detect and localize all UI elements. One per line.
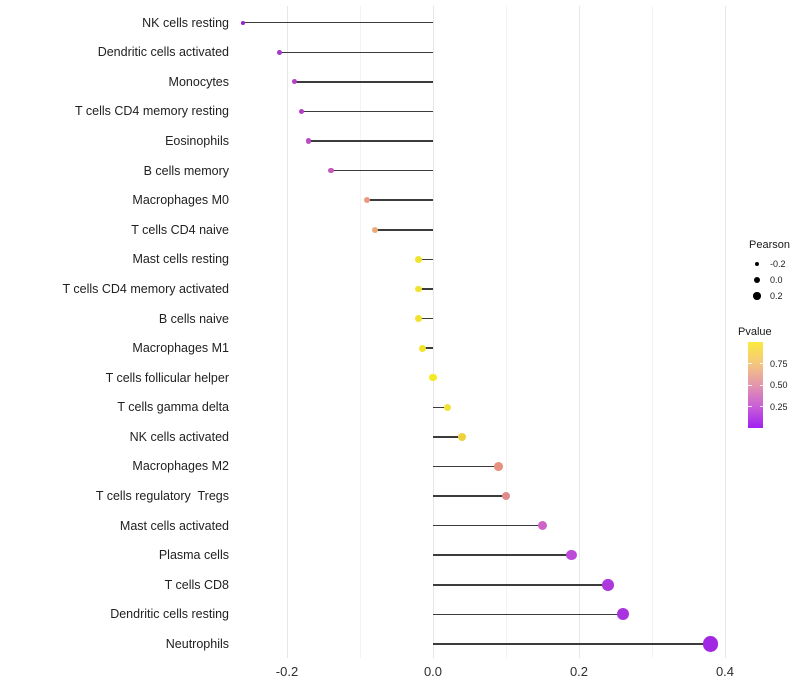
lollipop-dot xyxy=(277,49,283,55)
row-label: Dendritic cells resting xyxy=(110,607,229,622)
x-axis-tick-label: 0.2 xyxy=(569,664,589,679)
lollipop-stem xyxy=(422,347,433,349)
lollipop-dot xyxy=(443,403,452,412)
colorbar-tick xyxy=(748,384,752,386)
lollipop-stem xyxy=(418,258,433,261)
lollipop-stem xyxy=(433,465,499,468)
lollipop-stem xyxy=(418,288,433,290)
row-label: NK cells activated xyxy=(129,429,229,444)
colorbar-tick xyxy=(759,406,763,407)
lollipop-dot xyxy=(702,636,719,652)
row-label: T cells regulatory Tregs xyxy=(95,489,229,504)
lollipop-dot xyxy=(306,138,312,144)
lollipop-stem xyxy=(433,584,609,586)
row-label: NK cells resting xyxy=(142,15,229,30)
row-label: T cells CD4 memory resting xyxy=(75,104,229,119)
legend-size-key-label: -0.2 xyxy=(770,259,786,269)
lollipop-dot xyxy=(299,108,305,114)
lollipop-dot xyxy=(537,520,548,531)
lollipop-dot xyxy=(371,226,378,233)
gridline-major xyxy=(286,6,288,658)
lollipop-stem xyxy=(308,140,433,142)
row-label: T cells gamma delta xyxy=(117,400,229,415)
lollipop-stem xyxy=(433,406,448,409)
lollipop-stem xyxy=(367,199,433,201)
gridline-major xyxy=(578,6,580,658)
lollipop-stem xyxy=(330,169,433,172)
row-label: T cells follicular helper xyxy=(105,370,229,385)
row-label: Mast cells activated xyxy=(119,518,229,533)
row-label: T cells CD8 xyxy=(164,577,229,592)
lollipop-dot xyxy=(291,79,297,85)
lollipop-stem xyxy=(433,524,543,527)
legend-size-key-label: 0.0 xyxy=(770,275,783,285)
lollipop-dot xyxy=(458,432,467,441)
legend-size-key-label: 0.2 xyxy=(770,291,783,301)
lollipop-stem xyxy=(374,229,433,231)
lollipop-stem xyxy=(433,613,623,616)
row-label: B cells naive xyxy=(158,311,229,326)
row-label: Macrophages M1 xyxy=(132,341,229,356)
lollipop-stem xyxy=(279,51,433,54)
x-axis-tick-label: 0.0 xyxy=(423,664,443,679)
row-label: Plasma cells xyxy=(158,548,229,563)
row-label: Mast cells resting xyxy=(132,252,229,267)
row-label: T cells CD4 memory activated xyxy=(62,281,230,296)
colorbar-tick-label: 0.25 xyxy=(770,401,788,412)
lollipop-stem xyxy=(294,81,433,83)
legend-pvalue-title: Pvalue xyxy=(738,326,772,338)
gridline-minor xyxy=(505,6,507,658)
legend-size-key-dot xyxy=(753,292,761,300)
gridline-major xyxy=(724,6,726,658)
lollipop-dot xyxy=(241,20,246,25)
legend-pearson-title: Pearson xyxy=(749,239,790,251)
lollipop-dot xyxy=(414,255,422,263)
lollipop-dot xyxy=(418,344,426,352)
lollipop-stem xyxy=(301,110,433,113)
lollipop-stem xyxy=(433,436,463,438)
lollipop-dot xyxy=(501,491,511,501)
lollipop-dot xyxy=(364,197,371,204)
lollipop-stem xyxy=(418,317,433,320)
legend-size-key-dot xyxy=(755,262,759,266)
lollipop-dot xyxy=(328,167,334,174)
lollipop-dot xyxy=(602,579,614,591)
lollipop-stem xyxy=(433,643,711,645)
pvalue-colorbar xyxy=(748,342,763,428)
gridline-minor xyxy=(359,6,361,658)
row-label: B cells memory xyxy=(143,163,229,178)
row-label: Dendritic cells activated xyxy=(97,45,229,60)
legend-size-key-dot xyxy=(754,277,760,283)
gridline-major xyxy=(432,6,434,658)
colorbar-tick-label: 0.75 xyxy=(770,358,788,369)
colorbar-tick xyxy=(748,363,752,364)
row-label: T cells CD4 naive xyxy=(131,222,229,237)
colorbar-tick-label: 0.50 xyxy=(770,380,788,390)
lollipop-stem xyxy=(433,554,572,556)
row-label: Monocytes xyxy=(168,74,229,89)
lollipop-dot xyxy=(429,374,437,382)
x-axis-tick-label: -0.2 xyxy=(275,664,299,679)
lollipop-dot xyxy=(494,462,503,471)
row-label: Eosinophils xyxy=(165,134,229,149)
lollipop-dot xyxy=(414,315,422,322)
lollipop-dot xyxy=(566,549,577,561)
row-label: Macrophages M0 xyxy=(132,193,229,208)
gridline-minor xyxy=(651,6,653,658)
lollipop-dot xyxy=(616,608,629,621)
lollipop-stem xyxy=(243,21,433,24)
lollipop-stem xyxy=(433,495,506,497)
colorbar-tick xyxy=(759,384,763,386)
lollipop-dot xyxy=(414,285,422,293)
x-axis-tick-label: 0.4 xyxy=(715,664,735,679)
row-label: Macrophages M2 xyxy=(132,459,229,474)
colorbar-tick xyxy=(748,406,752,407)
colorbar-tick xyxy=(759,363,763,364)
row-label: Neutrophils xyxy=(165,636,229,651)
